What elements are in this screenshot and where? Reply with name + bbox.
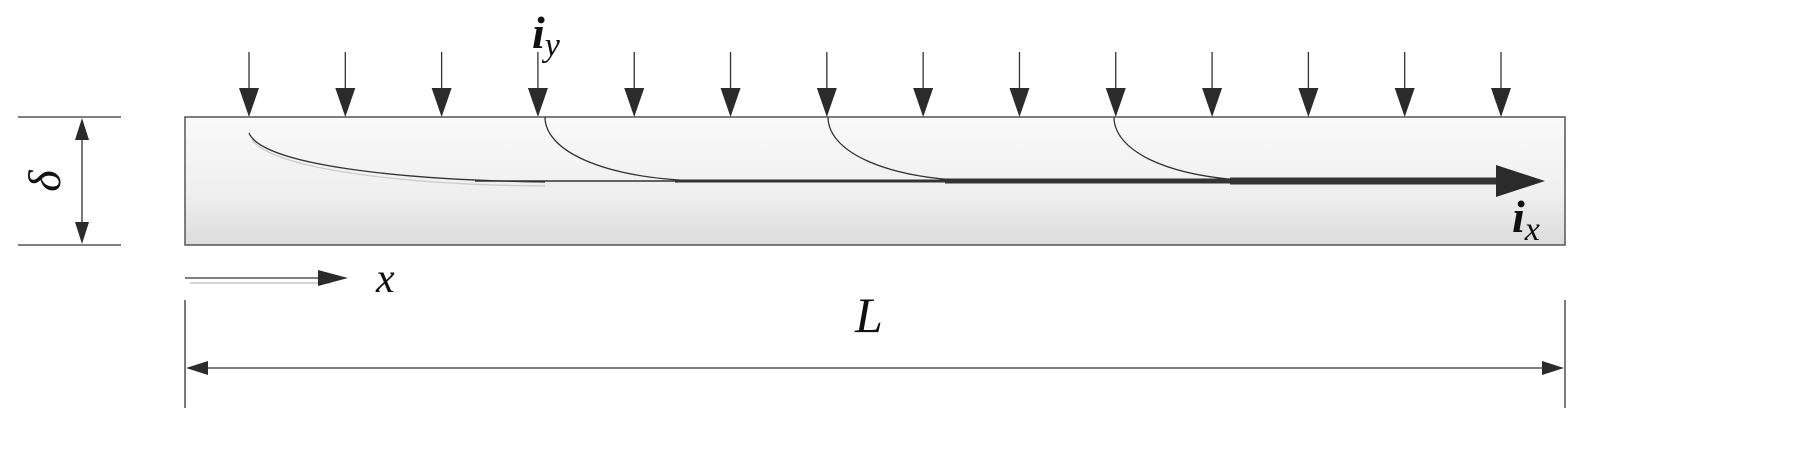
thickness-dimension xyxy=(18,116,121,246)
load-arrow-head xyxy=(816,88,837,117)
flow-curve-1-shadow xyxy=(251,139,546,187)
load-arrow-head xyxy=(239,88,259,117)
load-arrow-head xyxy=(1491,88,1511,117)
load-arrows xyxy=(239,52,1511,117)
ix-label: ix xyxy=(1512,191,1540,248)
delta-label: δ xyxy=(19,170,70,192)
load-arrow-head xyxy=(335,88,356,117)
load-arrow-head xyxy=(1202,88,1223,117)
flow-curve-3 xyxy=(827,116,976,182)
load-arrow-head xyxy=(1105,88,1126,117)
flow-lines xyxy=(248,116,1545,197)
L-label: L xyxy=(854,287,883,343)
ix-arrowhead xyxy=(1496,165,1545,197)
load-arrow-head xyxy=(431,88,452,117)
load-arrow-head xyxy=(1009,88,1030,117)
load-arrow-head xyxy=(913,88,934,117)
load-arrow-head xyxy=(720,88,741,117)
length-dimension xyxy=(184,300,1566,408)
x-label: x xyxy=(375,256,395,302)
x-direction-arrow xyxy=(185,270,348,286)
load-arrow-head xyxy=(527,88,548,117)
load-arrow-head xyxy=(1394,88,1415,117)
load-arrow-head xyxy=(1298,88,1319,117)
flow-curve-2 xyxy=(544,116,701,182)
iy-label: iy xyxy=(532,7,561,64)
load-arrow-head xyxy=(624,88,645,117)
